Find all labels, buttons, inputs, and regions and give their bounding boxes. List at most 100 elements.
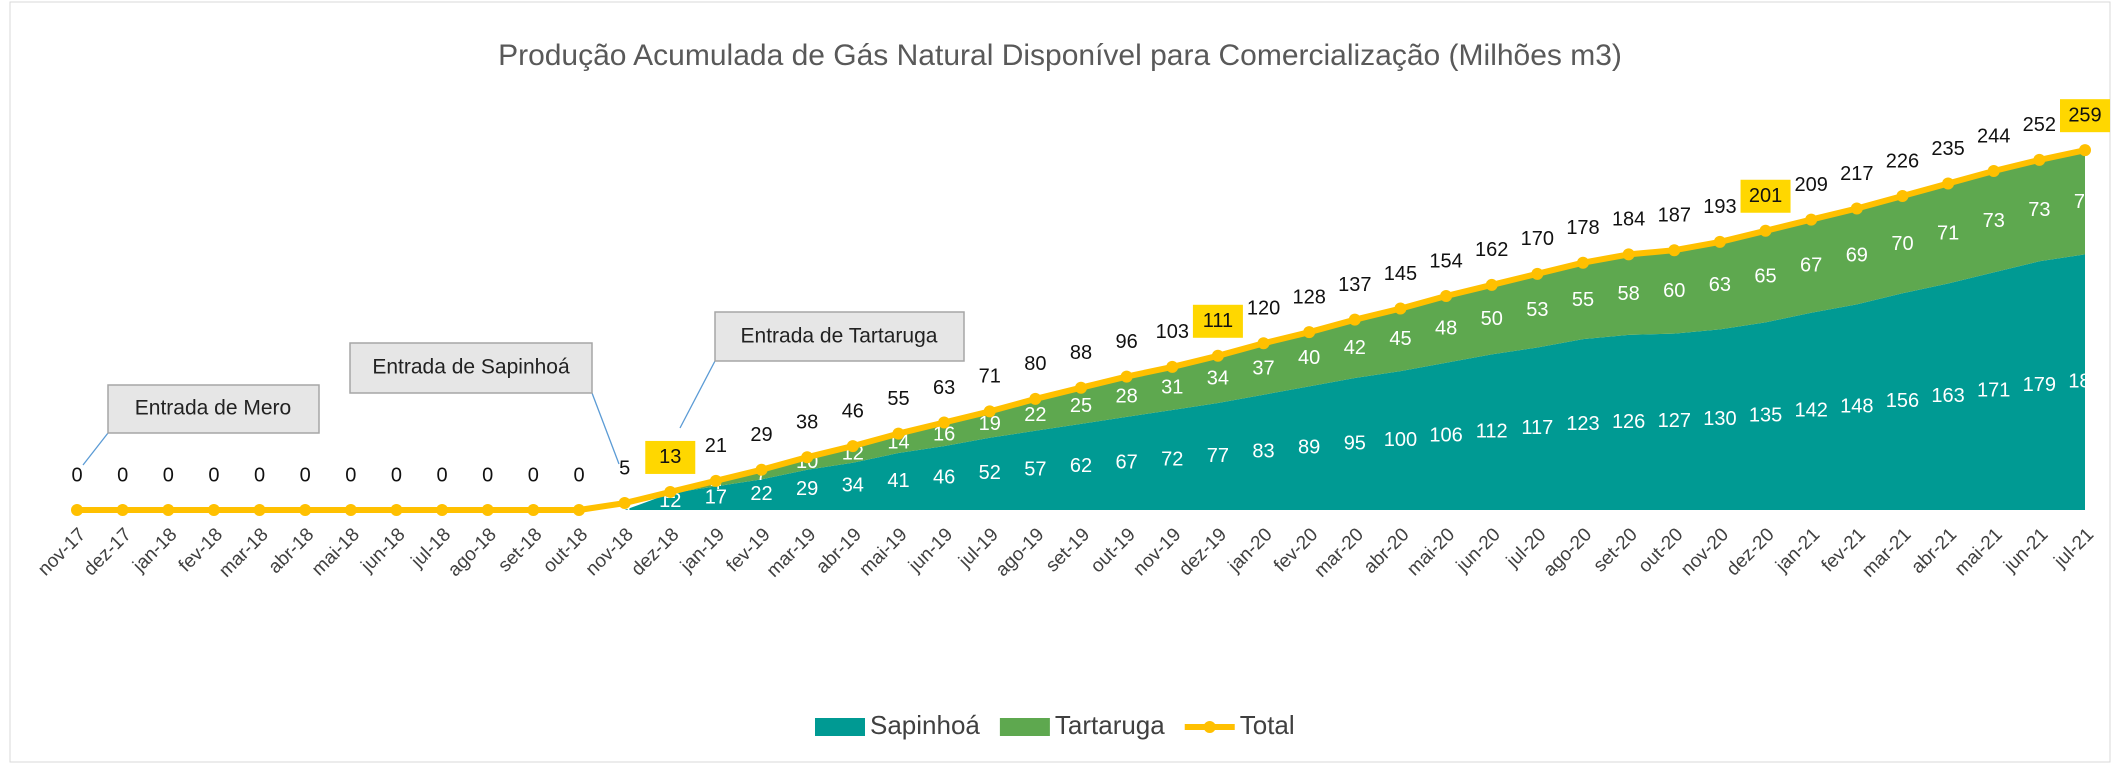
data-label: 62 bbox=[1070, 455, 1092, 477]
areas bbox=[624, 151, 2085, 510]
marker bbox=[207, 504, 220, 516]
data-label: 0 bbox=[482, 464, 493, 486]
data-label: 0 bbox=[163, 464, 174, 486]
marker bbox=[436, 504, 449, 516]
data-label: 0 bbox=[573, 464, 584, 486]
data-label: 123 bbox=[1566, 413, 1599, 435]
area bbox=[624, 254, 2085, 510]
data-label: 130 bbox=[1703, 408, 1736, 430]
data-label: 135 bbox=[1749, 405, 1782, 427]
data-label: 17 bbox=[705, 486, 727, 508]
data-label: 128 bbox=[1292, 286, 1325, 308]
annotation-box bbox=[714, 311, 965, 362]
data-label: 70 bbox=[1891, 233, 1913, 255]
marker bbox=[1987, 165, 2000, 178]
data-label: 154 bbox=[1429, 250, 1462, 272]
data-label: 126 bbox=[1612, 411, 1645, 433]
label-highlight bbox=[1192, 304, 1243, 338]
data-label: 48 bbox=[1435, 318, 1457, 340]
data-label: 73 bbox=[2028, 199, 2050, 221]
data-label: 29 bbox=[796, 478, 818, 500]
data-label: 0 bbox=[208, 464, 219, 486]
data-label: 187 bbox=[1658, 204, 1691, 226]
legend-swatch bbox=[1203, 721, 1216, 733]
data-label: 252 bbox=[2023, 114, 2056, 136]
data-label: 5 bbox=[619, 457, 630, 479]
data-label: 111 bbox=[1203, 310, 1233, 332]
data-label: 171 bbox=[1977, 379, 2010, 401]
legend-label: Total bbox=[1240, 710, 1295, 740]
annotation-box bbox=[107, 384, 320, 434]
data-label: 142 bbox=[1794, 400, 1827, 422]
data-label: 184 bbox=[1612, 209, 1645, 231]
data-label: 235 bbox=[1931, 138, 1964, 160]
marker bbox=[846, 440, 859, 453]
annotation-line bbox=[591, 392, 620, 465]
marker bbox=[1120, 370, 1133, 383]
marker bbox=[1211, 349, 1224, 362]
marker bbox=[1029, 392, 1042, 405]
marker bbox=[253, 504, 266, 516]
data-label: 89 bbox=[1298, 436, 1320, 458]
data-label: 63 bbox=[933, 377, 955, 399]
label-highlight bbox=[2060, 99, 2110, 133]
marker bbox=[71, 504, 83, 516]
marker bbox=[390, 504, 403, 516]
data-label: 71 bbox=[979, 366, 1001, 388]
data-label: 22 bbox=[750, 483, 772, 505]
data-label: 40 bbox=[1298, 347, 1320, 369]
data-label: 117 bbox=[1521, 417, 1553, 439]
annotation-text: Entrada de Mero bbox=[135, 397, 291, 420]
legend-swatch bbox=[999, 718, 1050, 736]
data-label: 55 bbox=[1572, 289, 1594, 311]
label-highlight bbox=[1740, 179, 1791, 213]
marker bbox=[755, 463, 768, 476]
data-label: 259 bbox=[2068, 104, 2101, 126]
marker bbox=[116, 504, 129, 516]
marker bbox=[2079, 144, 2091, 157]
data-label: 96 bbox=[1116, 331, 1138, 353]
chart-title: Produção Acumulada de Gás Natural Dispon… bbox=[498, 39, 1622, 72]
marker bbox=[2033, 153, 2046, 166]
data-label: 67 bbox=[1800, 254, 1822, 276]
marker bbox=[618, 497, 631, 510]
marker bbox=[527, 504, 540, 516]
data-label: 72 bbox=[1161, 448, 1183, 470]
data-label: 45 bbox=[1389, 328, 1411, 350]
data-label: 57 bbox=[1024, 459, 1046, 481]
data-label: 106 bbox=[1429, 425, 1462, 447]
data-label: 69 bbox=[1846, 245, 1868, 267]
marker bbox=[664, 485, 677, 498]
data-label: 50 bbox=[1481, 308, 1503, 330]
data-label: 88 bbox=[1070, 342, 1092, 364]
marker bbox=[1713, 235, 1726, 248]
data-label: 83 bbox=[1252, 441, 1274, 463]
data-label: 145 bbox=[1384, 263, 1417, 285]
data-label: 46 bbox=[933, 466, 955, 488]
data-label: 0 bbox=[437, 464, 448, 486]
marker bbox=[1759, 224, 1772, 237]
data-label: 0 bbox=[345, 464, 356, 486]
marker bbox=[709, 474, 722, 487]
marker bbox=[1577, 256, 1589, 269]
data-label: 67 bbox=[1116, 452, 1138, 474]
data-label: 95 bbox=[1344, 432, 1366, 454]
annotation: Entrada de Mero bbox=[82, 384, 320, 466]
marker bbox=[1850, 202, 1863, 215]
data-label: 25 bbox=[1070, 395, 1092, 417]
data-label: 38 bbox=[796, 411, 818, 433]
data-label: 137 bbox=[1338, 274, 1371, 296]
data-label: 28 bbox=[1116, 386, 1138, 408]
marker bbox=[1531, 267, 1544, 280]
data-label: 16 bbox=[933, 423, 955, 445]
marker bbox=[299, 504, 312, 516]
data-label: 58 bbox=[1618, 283, 1640, 305]
data-label: 77 bbox=[1207, 445, 1229, 467]
data-label: 120 bbox=[1247, 298, 1280, 320]
data-label: 226 bbox=[1886, 150, 1919, 172]
data-label: 21 bbox=[705, 435, 727, 457]
data-label: 80 bbox=[1024, 353, 1046, 375]
marker bbox=[1485, 278, 1498, 291]
marker bbox=[801, 451, 814, 464]
annotation-line bbox=[82, 432, 109, 466]
